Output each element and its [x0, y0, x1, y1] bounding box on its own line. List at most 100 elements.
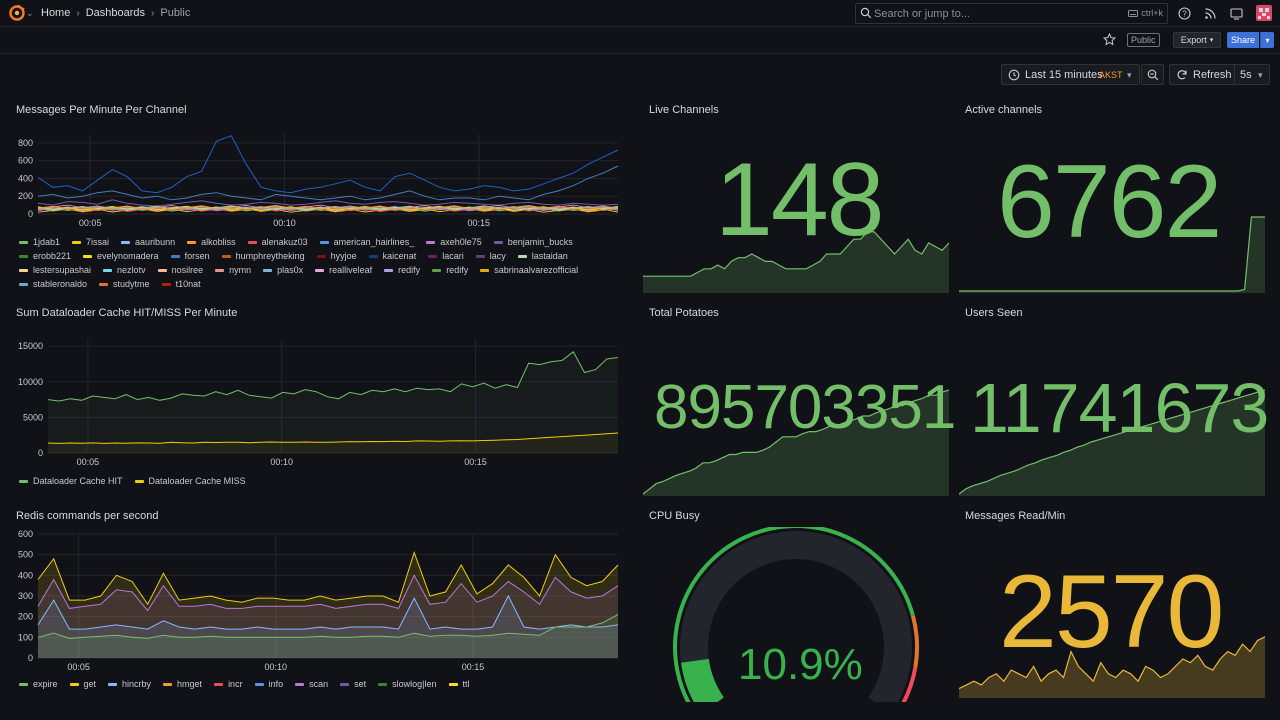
breadcrumb-home[interactable]: Home	[41, 7, 71, 19]
legend-item[interactable]: erobb221	[19, 251, 71, 261]
sparkline-line	[959, 216, 1265, 292]
refresh-button-label[interactable]: Refresh	[1193, 69, 1232, 81]
chevron-right-icon: ›	[151, 7, 155, 19]
panel-active-channels[interactable]: Active channels 6762	[959, 96, 1265, 293]
legend-item[interactable]: aauribunn	[121, 237, 175, 247]
chevron-down-icon: ▾	[1258, 70, 1263, 80]
search-input[interactable]	[874, 6, 1094, 21]
user-avatar-icon[interactable]	[1256, 5, 1272, 21]
legend-item[interactable]: nosilree	[157, 265, 203, 275]
legend-item[interactable]: set	[340, 679, 366, 689]
refresh-picker[interactable]: Refresh 5s ▾	[1169, 64, 1270, 85]
export-button[interactable]: Export ▾	[1173, 32, 1221, 48]
panel-live-channels[interactable]: Live Channels 148	[643, 96, 949, 293]
legend-item[interactable]: stableronaldo	[19, 279, 87, 289]
legend-item[interactable]: realliveleaf	[315, 265, 372, 275]
legend-label: benjamin_bucks	[507, 237, 573, 247]
search-shortcut-text: ctrl+k	[1141, 8, 1163, 18]
gauge-threshold-red	[901, 667, 918, 702]
chevron-down-icon: ▾	[1127, 70, 1132, 80]
legend-item[interactable]: lastaidan	[517, 251, 568, 261]
legend-item[interactable]: evelynomadera	[83, 251, 159, 261]
legend-swatch	[214, 682, 224, 686]
y-tick-label: 5000	[23, 412, 43, 422]
legend-item[interactable]: sabrinaalvarezofficial	[480, 265, 578, 275]
breadcrumb-dashboards[interactable]: Dashboards	[85, 7, 146, 19]
legend-item[interactable]: expire	[19, 679, 58, 689]
refresh-interval-label[interactable]: 5s	[1240, 69, 1252, 81]
legend-label: lacari	[442, 251, 464, 261]
panel-messages-read[interactable]: Messages Read/Min 2570	[959, 502, 1265, 702]
panel-title: Active channels	[965, 104, 1043, 116]
legend-item[interactable]: nymn	[215, 265, 251, 275]
y-tick-label: 400	[18, 570, 33, 580]
search-box[interactable]: ctrl+k	[855, 3, 1168, 24]
legend-item[interactable]: redify	[384, 265, 420, 275]
panel-redis-commands[interactable]: Redis commands per second 0 100 200 300 400 5…	[10, 502, 634, 702]
legend-swatch	[19, 282, 28, 286]
kiosk-mode-icon[interactable]	[1230, 7, 1243, 20]
legend-item[interactable]: american_hairlines_	[319, 237, 414, 247]
legend-item[interactable]: plas0x	[263, 265, 303, 275]
share-button[interactable]: Share	[1227, 32, 1259, 48]
active-channels-sparkline	[959, 216, 1265, 293]
legend-item[interactable]: incr	[214, 679, 243, 689]
legend-item[interactable]: humphreytheking	[221, 251, 305, 261]
zoom-out-button[interactable]	[1141, 64, 1164, 85]
legend-item[interactable]: benjamin_bucks	[493, 237, 573, 247]
legend-item[interactable]: lestersupashai	[19, 265, 91, 275]
legend-label: kaicenat	[382, 251, 417, 261]
redis-commands-chart[interactable]: 0 100 200 300 400 500 600 00:05 00:10 00:15	[10, 528, 634, 678]
sparkline-area	[959, 390, 1265, 496]
menu-chevron-down-icon[interactable]: ⌄	[26, 8, 34, 18]
legend-item[interactable]: studytme	[99, 279, 150, 289]
legend-item[interactable]: alenakuz03	[247, 237, 308, 247]
legend-label: hyyjoe	[330, 251, 357, 261]
grafana-logo-icon[interactable]	[9, 5, 25, 21]
legend-item[interactable]: 1jdab1	[19, 237, 60, 247]
star-favorite-icon[interactable]	[1103, 33, 1116, 46]
help-icon[interactable]: ?	[1178, 7, 1191, 20]
panel-users-seen[interactable]: Users Seen 11741673	[959, 299, 1269, 496]
legend-swatch	[480, 268, 490, 272]
legend-item[interactable]: alkobliss	[187, 237, 236, 247]
legend-item[interactable]: ttl	[448, 679, 470, 689]
legend-item[interactable]: axeh0le75	[426, 237, 482, 247]
share-options-chevron-down-icon[interactable]: ▾	[1260, 32, 1274, 48]
time-range-picker[interactable]: Last 15 minutes AKST ▾	[1001, 64, 1140, 85]
legend-item[interactable]: redify	[432, 265, 468, 275]
legend-label: alenakuz03	[261, 237, 308, 247]
panel-cpu-busy[interactable]: CPU Busy 10.9%	[643, 502, 949, 702]
x-tick-label: 00:10	[270, 457, 293, 467]
panel-cache-hit-miss[interactable]: Sum Dataloader Cache HIT/MISS Per Minute…	[10, 299, 634, 494]
rss-news-icon[interactable]	[1204, 7, 1217, 20]
public-badge: Public	[1127, 33, 1160, 47]
messages-per-minute-chart[interactable]: 0 200 400 600 800 00:05 00:10 00:15	[10, 126, 634, 256]
legend-label: forsen	[184, 251, 210, 261]
legend-item[interactable]: lacy	[475, 251, 506, 261]
legend-item[interactable]: nezlotv	[103, 265, 146, 275]
legend-item[interactable]: slowlog|len	[378, 679, 437, 689]
legend-item[interactable]: Dataloader Cache MISS	[134, 476, 246, 486]
panel-messages-per-minute[interactable]: Messages Per Minute Per Channel 0 200 400 6…	[10, 96, 634, 291]
legend-item[interactable]: hincrby	[108, 679, 151, 689]
legend-item[interactable]: hyyjoe	[316, 251, 357, 261]
legend-item[interactable]: 7issai	[72, 237, 109, 247]
legend-item[interactable]: get	[69, 679, 96, 689]
legend-label: aauribunn	[135, 237, 176, 247]
legend-label: t10nat	[175, 279, 201, 289]
panel-total-potatoes[interactable]: Total Potatoes 895703351	[643, 299, 956, 496]
legend-item[interactable]: Dataloader Cache HIT	[19, 476, 123, 486]
legend-item[interactable]: forsen	[170, 251, 210, 261]
cache-hit-miss-chart[interactable]: 0 5000 10000 15000 00:05 00:10 00:15	[10, 327, 634, 477]
legend-item[interactable]: kaicenat	[368, 251, 417, 261]
legend-item[interactable]: lacari	[428, 251, 464, 261]
live-channels-sparkline	[643, 231, 949, 293]
legend-item[interactable]: scan	[295, 679, 328, 689]
legend-label: 1jdab1	[33, 237, 61, 247]
panel-title: Messages Per Minute Per Channel	[16, 104, 187, 116]
legend-item[interactable]: hmget	[163, 679, 202, 689]
legend-item[interactable]: t10nat	[161, 279, 201, 289]
total-potatoes-sparkline	[643, 389, 949, 496]
legend-item[interactable]: info	[254, 679, 283, 689]
